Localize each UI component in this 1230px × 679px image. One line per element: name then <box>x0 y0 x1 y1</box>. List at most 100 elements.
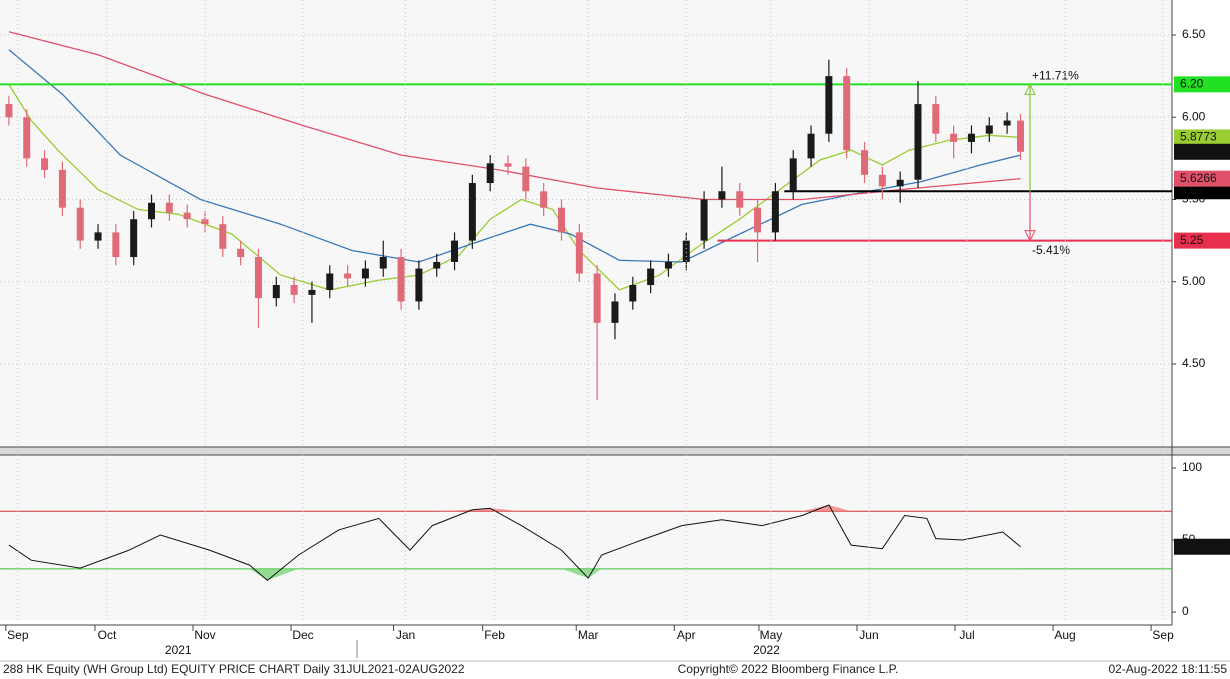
arrow-head <box>1024 83 1036 95</box>
ma-last-label: 5.6266 <box>1180 171 1217 185</box>
candle-body <box>379 257 387 269</box>
price-panel <box>0 0 1172 447</box>
panel-divider <box>0 447 1230 455</box>
candle-body <box>682 240 690 262</box>
candle-body <box>344 273 352 279</box>
ma-last-label-box <box>1174 129 1230 146</box>
x-tick-label: Apr <box>677 628 696 642</box>
level-label-box <box>1174 183 1230 200</box>
rsi-last-label-box <box>1174 538 1230 555</box>
x-tick-label: Oct <box>98 628 117 642</box>
candle-body <box>504 163 512 167</box>
candle-body <box>575 232 583 274</box>
candle-body <box>58 169 66 208</box>
candle-body <box>201 219 209 225</box>
x-tick-label: Jan <box>396 628 415 642</box>
candle-body <box>754 207 762 233</box>
oversold-fill <box>8 568 1021 581</box>
candle-body <box>878 174 886 187</box>
x-tick-label: Mar <box>578 628 599 642</box>
candle-body <box>397 257 405 302</box>
candle-body <box>41 158 49 170</box>
candle-body <box>326 273 334 290</box>
y-tick-label: 0 <box>1182 604 1189 618</box>
candle-body <box>23 117 31 159</box>
candle-body <box>148 202 156 220</box>
candle-body <box>272 285 280 299</box>
rsi-line <box>8 504 1021 582</box>
candle-body <box>932 104 940 134</box>
candle-body <box>237 248 245 258</box>
level-label: 6.20 <box>1180 77 1204 91</box>
candle-body <box>308 289 316 295</box>
arrow-head <box>1024 230 1036 242</box>
ma-last-label: 5.8773 <box>1180 130 1217 144</box>
footer-left: 288 HK Equity (WH Group Ltd) EQUITY PRIC… <box>3 662 465 676</box>
candle-body <box>183 212 191 220</box>
candle-body <box>950 133 958 142</box>
year-label: 2022 <box>753 643 780 657</box>
year-label: 2021 <box>165 643 192 657</box>
candle-body <box>254 257 262 299</box>
x-tick-label: May <box>760 628 783 642</box>
candle-body <box>112 232 120 258</box>
x-tick-label: Sep <box>1152 628 1174 642</box>
footer-right: 02-Aug-2022 18:11:55 <box>1108 662 1227 676</box>
x-tick-label: Jun <box>859 628 878 642</box>
last-close-label-box <box>1174 143 1230 160</box>
y-tick-label: 5.00 <box>1182 274 1206 288</box>
x-tick-label: Feb <box>484 628 505 642</box>
rsi-last-label: 45.3317 <box>1180 539 1224 553</box>
candle-body <box>486 163 494 184</box>
candle-body <box>593 273 601 323</box>
candle-body <box>433 261 441 269</box>
candle-body <box>718 191 726 200</box>
moving-average <box>8 31 1021 201</box>
last-close-label: 5.79 <box>1180 144 1204 158</box>
candle-body <box>647 268 655 286</box>
candle-body <box>219 224 227 249</box>
candle-body <box>1016 120 1024 152</box>
candle-body <box>985 125 993 134</box>
candle-body <box>76 207 84 241</box>
x-tick-label: Dec <box>292 628 313 642</box>
candle-body <box>771 191 779 233</box>
y-tick-label: 4.50 <box>1182 356 1206 370</box>
x-tick-label: Sep <box>7 628 29 642</box>
candle-body <box>290 285 298 295</box>
candle-body <box>165 202 173 213</box>
x-tick-label: Nov <box>194 628 215 642</box>
level-label: 5.55 <box>1180 183 1204 197</box>
level-label-box <box>1174 232 1230 249</box>
footer-center: Copyright© 2022 Bloomberg Finance L.P. <box>678 662 899 676</box>
y-tick-label: 6.00 <box>1182 109 1206 123</box>
y-tick-label: 6.50 <box>1182 27 1206 41</box>
candle-body <box>664 261 672 269</box>
candle-body <box>825 76 833 134</box>
candle-body <box>843 76 851 151</box>
candle-body <box>94 232 102 241</box>
x-tick-label: Jul <box>959 628 974 642</box>
ma-last-label-box <box>1174 170 1230 187</box>
candle-body <box>611 301 619 323</box>
rsi-panel <box>0 455 1172 620</box>
candle-body <box>629 285 637 302</box>
candle-body <box>736 191 744 208</box>
candle-body <box>557 207 565 233</box>
candle-body <box>914 104 922 180</box>
candle-body <box>130 219 138 258</box>
candle-body <box>807 133 815 159</box>
y-tick-label: 100 <box>1182 460 1202 474</box>
candle-body <box>540 191 548 208</box>
x-tick-label: Aug <box>1054 628 1075 642</box>
candle-body <box>361 268 369 279</box>
candle-body <box>861 150 869 175</box>
candle-body <box>896 179 904 187</box>
level-label: 5.25 <box>1180 233 1204 247</box>
candle-body <box>967 133 975 142</box>
overbought-fill <box>8 505 1021 512</box>
candle-body <box>415 268 423 302</box>
level-label-box <box>1174 76 1230 93</box>
candle-body <box>789 158 797 192</box>
candle-body <box>700 199 708 241</box>
